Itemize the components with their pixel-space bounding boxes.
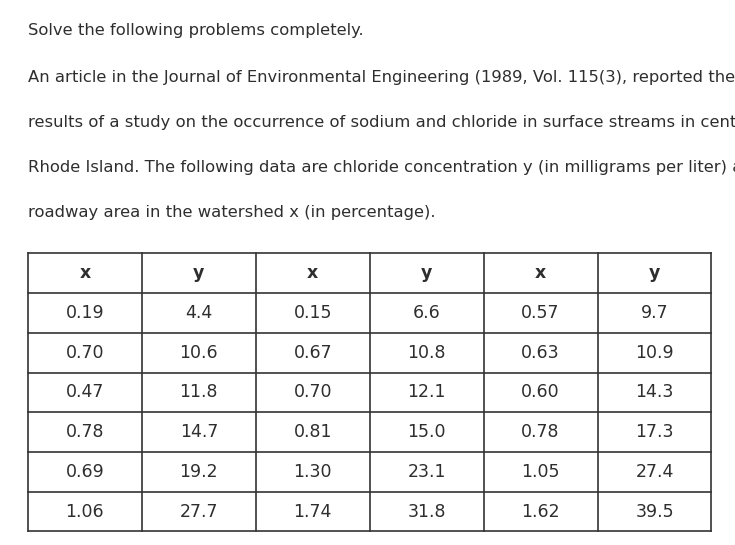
Text: 0.78: 0.78 — [65, 423, 104, 441]
Text: 23.1: 23.1 — [407, 463, 446, 481]
Text: 10.9: 10.9 — [635, 344, 674, 362]
Text: Solve the following problems completely.: Solve the following problems completely. — [28, 23, 364, 39]
Text: 12.1: 12.1 — [407, 383, 446, 402]
Text: Rhode Island. The following data are chloride concentration y (in milligrams per: Rhode Island. The following data are chl… — [28, 160, 735, 175]
Text: 15.0: 15.0 — [407, 423, 446, 441]
Text: 14.7: 14.7 — [179, 423, 218, 441]
Text: 1.62: 1.62 — [521, 502, 560, 520]
Text: 4.4: 4.4 — [185, 304, 212, 322]
Text: 14.3: 14.3 — [635, 383, 674, 402]
Text: 10.8: 10.8 — [407, 344, 446, 362]
Text: y: y — [193, 264, 204, 282]
Text: 10.6: 10.6 — [179, 344, 218, 362]
Text: 0.69: 0.69 — [65, 463, 104, 481]
Text: 1.74: 1.74 — [293, 502, 332, 520]
Text: x: x — [79, 264, 90, 282]
Text: 0.60: 0.60 — [521, 383, 560, 402]
Text: An article in the Journal of Environmental Engineering (1989, Vol. 115(3), repor: An article in the Journal of Environment… — [28, 70, 735, 85]
Text: 27.7: 27.7 — [179, 502, 218, 520]
Text: 0.57: 0.57 — [521, 304, 560, 322]
Text: roadway area in the watershed x (in percentage).: roadway area in the watershed x (in perc… — [28, 205, 435, 221]
Text: 17.3: 17.3 — [635, 423, 674, 441]
Text: 1.30: 1.30 — [293, 463, 332, 481]
Text: 0.78: 0.78 — [521, 423, 560, 441]
Text: 1.05: 1.05 — [521, 463, 560, 481]
Text: results of a study on the occurrence of sodium and chloride in surface streams i: results of a study on the occurrence of … — [28, 115, 735, 130]
Text: 0.47: 0.47 — [65, 383, 104, 402]
Text: 0.63: 0.63 — [521, 344, 560, 362]
Text: 31.8: 31.8 — [407, 502, 446, 520]
Text: 19.2: 19.2 — [179, 463, 218, 481]
Text: 0.15: 0.15 — [293, 304, 332, 322]
Text: 0.70: 0.70 — [293, 383, 332, 402]
Text: 9.7: 9.7 — [641, 304, 668, 322]
Text: 11.8: 11.8 — [179, 383, 218, 402]
Text: x: x — [535, 264, 546, 282]
Text: 1.06: 1.06 — [65, 502, 104, 520]
Text: 0.67: 0.67 — [293, 344, 332, 362]
Text: 27.4: 27.4 — [635, 463, 674, 481]
Text: 0.19: 0.19 — [65, 304, 104, 322]
Text: 0.70: 0.70 — [65, 344, 104, 362]
Text: 0.81: 0.81 — [293, 423, 332, 441]
Text: y: y — [421, 264, 432, 282]
Text: 39.5: 39.5 — [635, 502, 674, 520]
Text: 6.6: 6.6 — [413, 304, 440, 322]
Text: x: x — [307, 264, 318, 282]
Text: y: y — [649, 264, 660, 282]
